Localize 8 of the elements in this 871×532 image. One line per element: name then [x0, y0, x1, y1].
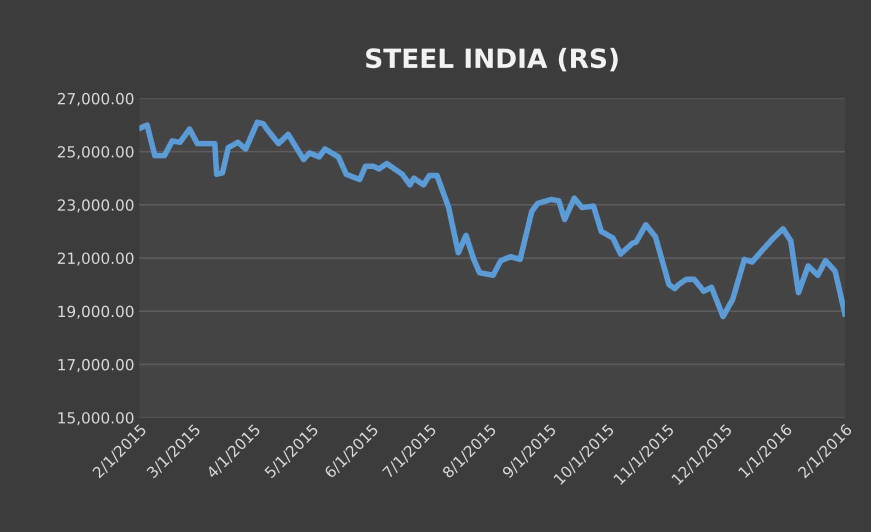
y-tick-label: 15,000.00	[58, 412, 134, 426]
y-tick-label: 19,000.00	[58, 306, 134, 319]
y-tick-label: 17,000.00	[58, 358, 134, 372]
chart-title: STEEL INDIA (RS)	[366, 48, 618, 72]
y-tick-label: 23,000.00	[58, 199, 134, 212]
y-tick-label: 21,000.00	[58, 252, 134, 266]
y-tick-label: 27,000.00	[58, 92, 134, 106]
y-tick-label: 25,000.00	[58, 146, 134, 160]
